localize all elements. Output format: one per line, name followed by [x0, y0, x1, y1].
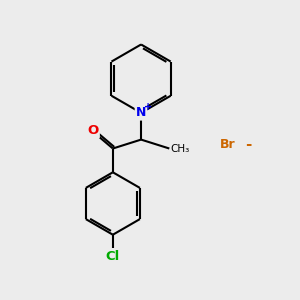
Text: Br: Br	[220, 138, 235, 151]
Text: +: +	[144, 102, 152, 112]
Text: Cl: Cl	[106, 250, 120, 263]
Text: -: -	[245, 136, 251, 152]
Text: O: O	[87, 124, 99, 137]
Text: N: N	[136, 106, 146, 119]
Text: CH₃: CH₃	[171, 143, 190, 154]
